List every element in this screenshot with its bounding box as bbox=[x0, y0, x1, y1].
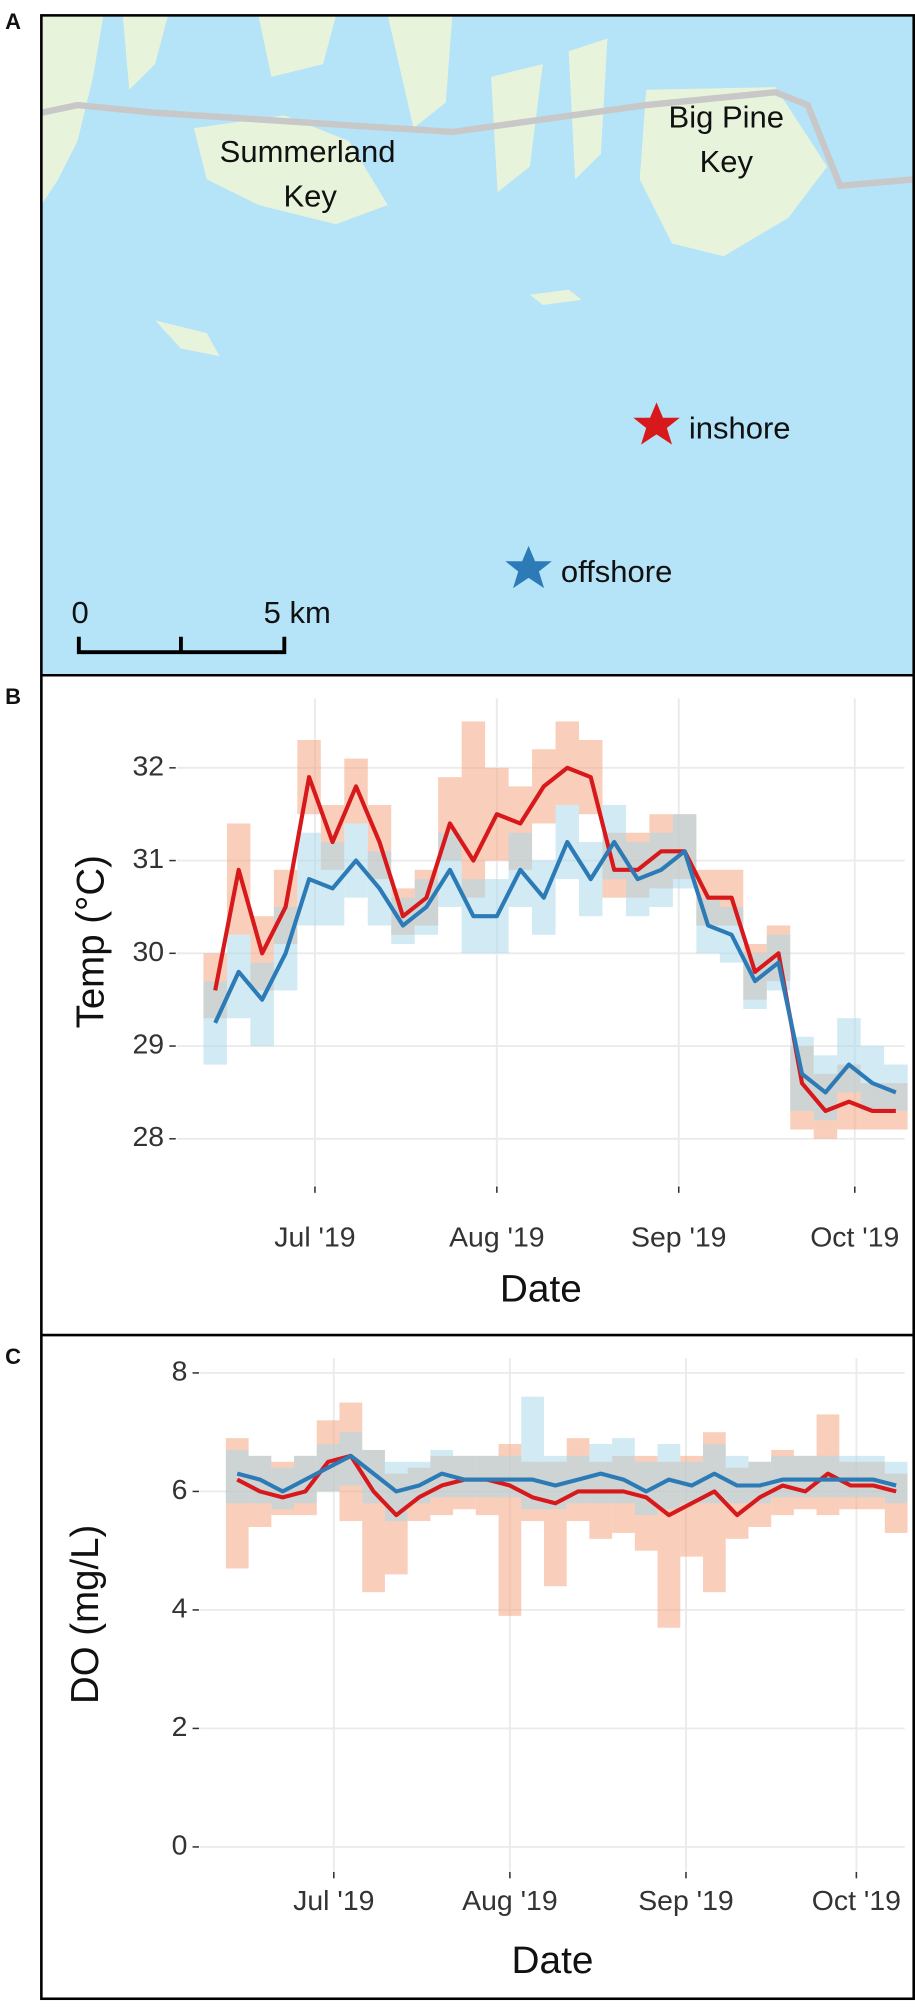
range-band bbox=[203, 981, 227, 1065]
site-label: inshore bbox=[689, 411, 791, 446]
range-band bbox=[461, 721, 486, 898]
x-tick-label: Aug '19 bbox=[462, 1884, 558, 1916]
panel-label: B bbox=[5, 684, 21, 709]
series-line bbox=[236, 1453, 897, 1494]
map: Summerland Key Big Pine Key inshore offs… bbox=[40, 15, 914, 676]
land bbox=[568, 38, 608, 180]
land bbox=[258, 15, 337, 77]
x-tick-label: Sep '19 bbox=[638, 1884, 734, 1916]
x-tick-label: Oct '19 bbox=[812, 1884, 901, 1916]
place-label: Big Pine bbox=[669, 99, 784, 134]
range-band bbox=[680, 1461, 704, 1504]
land bbox=[155, 320, 220, 357]
range-band bbox=[884, 1461, 908, 1504]
x-axis-title: Date bbox=[500, 1268, 582, 1311]
site-label: offshore bbox=[561, 554, 672, 589]
range-band bbox=[250, 962, 274, 1047]
land bbox=[41, 15, 104, 205]
x-tick-label: Aug '19 bbox=[449, 1221, 545, 1253]
range-band bbox=[816, 1455, 840, 1498]
range-band bbox=[475, 1455, 499, 1498]
place-label: Summerland bbox=[220, 134, 396, 169]
y-axis-title: DO (mg/L) bbox=[64, 1525, 107, 1704]
land bbox=[387, 15, 453, 129]
y-axis-title: Temp (°C) bbox=[69, 855, 112, 1028]
range-band bbox=[837, 1018, 861, 1093]
road bbox=[40, 88, 914, 190]
panel-label: C bbox=[5, 1344, 21, 1369]
y-tick-label: 28 bbox=[133, 1120, 165, 1152]
y-tick-label: 29 bbox=[133, 1028, 165, 1060]
range-band bbox=[271, 1467, 295, 1510]
x-tick-label: Jul '19 bbox=[293, 1884, 374, 1916]
series-line bbox=[213, 839, 897, 1095]
y-tick-label: 31 bbox=[133, 842, 165, 874]
land bbox=[122, 15, 169, 90]
y-tick-label: 4 bbox=[172, 1591, 188, 1623]
land bbox=[639, 87, 828, 257]
range-band bbox=[453, 1455, 476, 1498]
range-band bbox=[725, 1455, 749, 1504]
land bbox=[529, 289, 582, 305]
place-label: Key bbox=[700, 144, 754, 179]
scale-label: 5 km bbox=[264, 595, 331, 630]
y-tick-label: 0 bbox=[172, 1828, 188, 1860]
range-band bbox=[862, 1455, 885, 1498]
scale-bar bbox=[76, 636, 287, 655]
x-tick-label: Jul '19 bbox=[274, 1221, 355, 1253]
land bbox=[193, 115, 388, 225]
frame bbox=[40, 14, 915, 2001]
range-band bbox=[612, 1438, 635, 1504]
x-tick-label: Oct '19 bbox=[810, 1221, 899, 1253]
y-tick-label: 32 bbox=[133, 749, 165, 781]
place-label: Key bbox=[283, 179, 337, 214]
range-band bbox=[884, 1064, 908, 1111]
site-star bbox=[633, 402, 680, 445]
y-tick-label: 2 bbox=[172, 1710, 188, 1742]
range-band bbox=[860, 1046, 885, 1111]
range-band bbox=[555, 721, 579, 805]
site-star bbox=[505, 545, 552, 589]
y-tick-label: 30 bbox=[133, 935, 165, 967]
scale-label: 0 bbox=[72, 595, 89, 630]
range-band bbox=[543, 1455, 567, 1510]
land bbox=[491, 64, 543, 193]
y-tick-label: 6 bbox=[172, 1473, 188, 1505]
range-band bbox=[362, 1449, 385, 1504]
range-band bbox=[320, 842, 345, 926]
x-axis-title: Date bbox=[512, 1939, 594, 1982]
y-tick-label: 8 bbox=[172, 1355, 188, 1387]
panel-label: A bbox=[5, 9, 21, 34]
x-tick-label: Sep '19 bbox=[631, 1221, 727, 1253]
range-band bbox=[225, 1449, 249, 1504]
range-band bbox=[839, 1455, 863, 1498]
range-band bbox=[657, 1444, 681, 1510]
